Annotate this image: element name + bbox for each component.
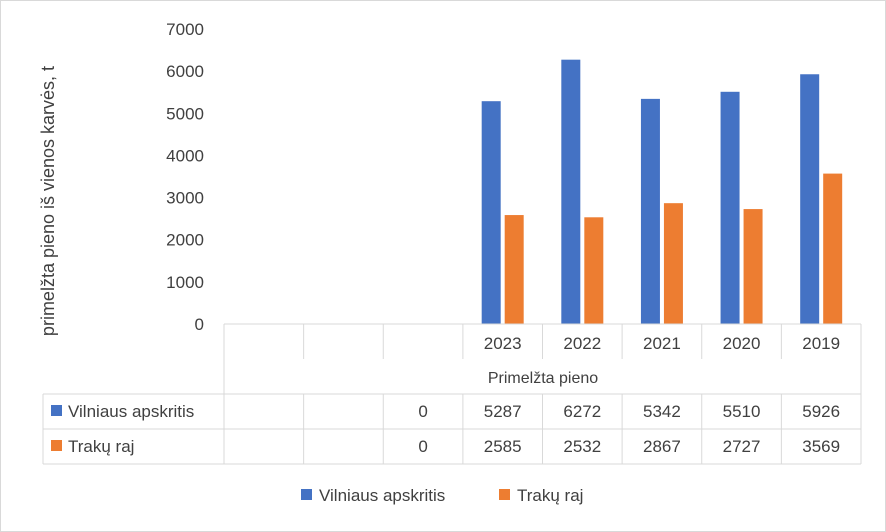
y-tick-label: 5000 <box>166 104 204 123</box>
table-legend-key <box>51 440 62 451</box>
bar-vilniaus-2021 <box>640 98 660 324</box>
data-table: 2023 2022 2021 2020 2019 Vilniaus apskritis 0 5… <box>42 323 862 465</box>
y-tick-label: 4000 <box>166 146 204 165</box>
table-series-name: Trakų raj <box>68 437 134 456</box>
table-cell-value: 5926 <box>802 402 840 421</box>
x-axis-label: Primelžta pieno <box>488 370 598 387</box>
y-tick-label: 2000 <box>166 231 204 250</box>
y-tick-label: 7000 <box>166 20 204 39</box>
bar-traku-2019 <box>823 173 843 324</box>
bar-vilniaus-2020 <box>720 91 740 325</box>
y-axis-label: primelžta pieno iš vienos karvės, t <box>38 66 58 336</box>
x-tick-label: 2023 <box>484 334 522 353</box>
table-cell-value: 3569 <box>802 437 840 456</box>
bar-traku-2020 <box>743 209 763 324</box>
y-tick-label: 6000 <box>166 62 204 81</box>
bar-traku-2023 <box>504 215 524 324</box>
x-tick-label: 2022 <box>563 334 601 353</box>
bar-vilniaus-2023 <box>481 101 501 325</box>
legend-label: Vilniaus apskritis <box>319 486 445 505</box>
table-cell-value: 0 <box>418 437 427 456</box>
y-tick-label: 3000 <box>166 189 204 208</box>
y-tick-label: 0 <box>195 315 204 334</box>
bar-vilniaus-2019 <box>800 74 820 324</box>
x-tick-label: 2021 <box>643 334 681 353</box>
legend-label: Trakų raj <box>517 486 583 505</box>
table-cell-value: 2867 <box>643 437 681 456</box>
table-legend-key <box>51 405 62 416</box>
table-cell-value: 2532 <box>563 437 601 456</box>
table-cell-value: 5510 <box>723 402 761 421</box>
legend-swatch <box>499 489 510 500</box>
y-axis-ticks: 0 1000 2000 3000 4000 5000 6000 7000 <box>166 20 204 334</box>
table-series-name: Vilniaus apskritis <box>68 402 194 421</box>
legend-swatch <box>301 489 312 500</box>
x-tick-label: 2019 <box>802 334 840 353</box>
table-cell-value: 5342 <box>643 402 681 421</box>
bar-vilniaus-2022 <box>561 59 581 325</box>
table-cell-value: 6272 <box>563 402 601 421</box>
y-tick-label: 1000 <box>166 273 204 292</box>
x-tick-label: 2020 <box>723 334 761 353</box>
table-cell-value: 5287 <box>484 402 522 421</box>
bar-traku-2022 <box>584 217 604 324</box>
table-cell-value: 2585 <box>484 437 522 456</box>
bars <box>481 59 843 325</box>
bar-traku-2021 <box>663 203 683 324</box>
table-cell-value: 0 <box>418 402 427 421</box>
legend: Vilniaus apskritis Trakų raj <box>301 486 583 505</box>
table-cell-value: 2727 <box>723 437 761 456</box>
